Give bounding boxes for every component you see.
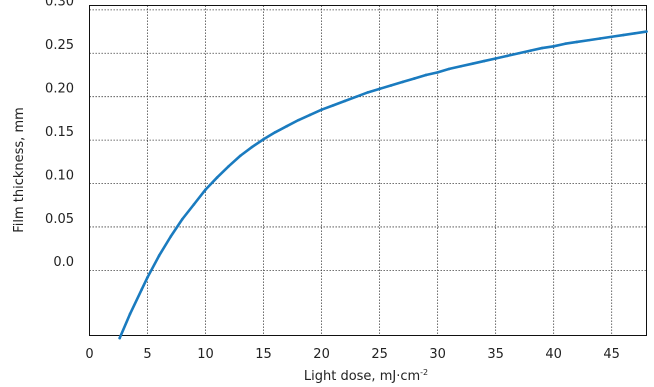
data-point	[459, 64, 463, 68]
x-axis-title: Light dose, mJ·cm-2	[304, 368, 428, 384]
x-tick-label: 10	[197, 347, 214, 362]
grid	[89, 5, 647, 336]
data-point	[140, 288, 144, 291]
data-point	[401, 80, 405, 84]
y-tick-labels: 0.0 0.05 0.10 0.15 0.20 0.25 0.30	[45, 0, 74, 270]
data-point	[482, 59, 486, 63]
data-point	[239, 154, 242, 158]
data-point	[343, 99, 347, 103]
series-layer	[118, 30, 648, 340]
data-point	[285, 124, 289, 128]
x-tick-label: 25	[371, 347, 388, 362]
y-tick-label: 0.25	[45, 38, 74, 53]
data-point	[250, 145, 254, 149]
data-point	[181, 217, 184, 221]
data-point	[598, 37, 602, 40]
x-tick-label: 30	[429, 347, 446, 362]
data-point	[517, 51, 521, 55]
data-point	[355, 95, 358, 98]
data-point	[204, 188, 207, 191]
data-point	[552, 45, 555, 48]
y-tick-label: 0.30	[45, 0, 74, 10]
data-point	[157, 254, 161, 257]
x-tick-label: 20	[313, 347, 330, 362]
data-point	[413, 77, 416, 80]
data-point	[273, 130, 277, 134]
y-tick-label: 0.05	[45, 212, 74, 227]
data-point	[529, 49, 532, 52]
x-tick-label: 0	[85, 347, 93, 362]
data-point	[297, 118, 300, 122]
data-point	[587, 38, 590, 42]
y-axis-title: Film thickness, mm	[12, 107, 27, 233]
data-point	[471, 62, 474, 65]
data-point	[331, 104, 335, 107]
data-point	[192, 203, 196, 206]
data-point	[494, 57, 497, 60]
data-point	[424, 73, 428, 77]
x-tick-label: 45	[603, 347, 620, 362]
data-point	[215, 176, 219, 179]
data-point	[610, 35, 613, 39]
data-point	[366, 91, 370, 94]
data-point	[378, 87, 381, 91]
data-point	[320, 108, 323, 112]
series-line-0	[118, 30, 648, 340]
data-point	[169, 235, 173, 238]
data-point	[645, 30, 648, 33]
data-point	[118, 336, 121, 340]
data-point	[633, 31, 637, 35]
x-axis-title-text: Light dose, mJ·cm	[304, 369, 420, 384]
x-tick-label: 40	[545, 347, 562, 362]
x-tick-label: 15	[255, 347, 272, 362]
data-point	[436, 71, 439, 74]
data-point	[563, 42, 567, 46]
data-point	[308, 113, 312, 117]
x-tick-label: 5	[143, 347, 151, 362]
data-point	[447, 67, 451, 71]
y-tick-label: 0.0	[53, 255, 74, 270]
data-point	[505, 54, 509, 58]
data-point	[575, 40, 579, 44]
plot-frame	[89, 5, 647, 336]
data-point	[146, 276, 149, 279]
x-tick-labels: 0 5 10 15 20 25 30 35 40 45	[85, 347, 620, 362]
data-point	[128, 312, 132, 316]
x-tick-label: 35	[487, 347, 504, 362]
data-point	[621, 33, 625, 37]
data-point	[540, 46, 544, 50]
y-tick-label: 0.20	[45, 82, 74, 97]
data-point	[227, 164, 231, 168]
data-point	[389, 84, 393, 87]
x-axis-title-superscript: -2	[420, 368, 428, 377]
y-tick-label: 0.10	[45, 168, 74, 183]
y-tick-label: 0.15	[45, 125, 74, 140]
data-point	[262, 137, 265, 141]
